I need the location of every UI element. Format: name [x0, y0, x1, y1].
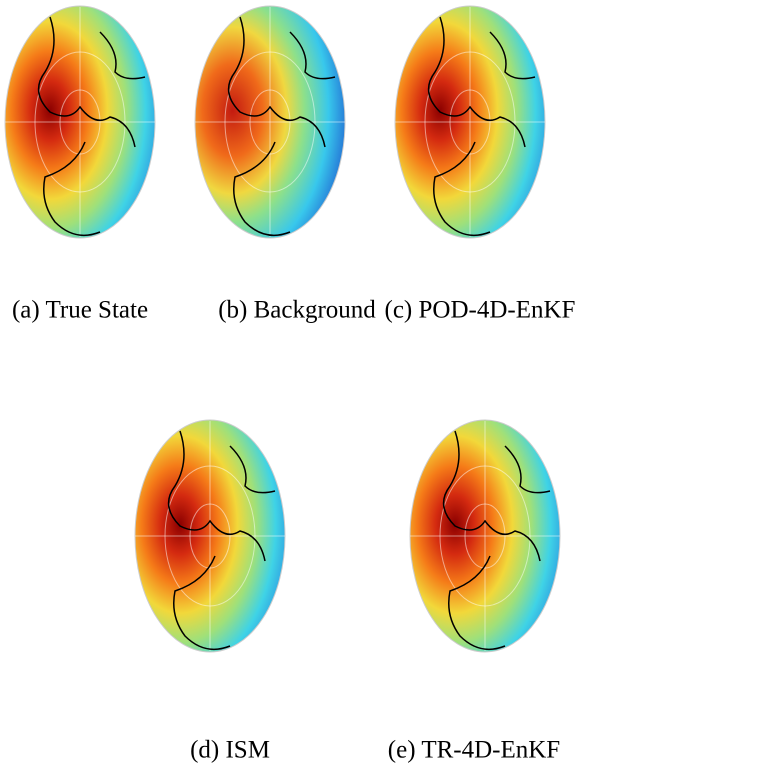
map-d [134, 419, 286, 653]
caption: (b) Background [218, 297, 376, 324]
map-c [394, 5, 546, 239]
caption: (e) TR-4D-EnKF [388, 737, 560, 764]
caption: (c) POD-4D-EnKF [385, 297, 576, 324]
map-a [4, 5, 156, 239]
map-e [409, 419, 561, 653]
caption: (a) True State [12, 297, 148, 324]
caption: (d) ISM [190, 737, 270, 764]
map-b [194, 5, 346, 239]
